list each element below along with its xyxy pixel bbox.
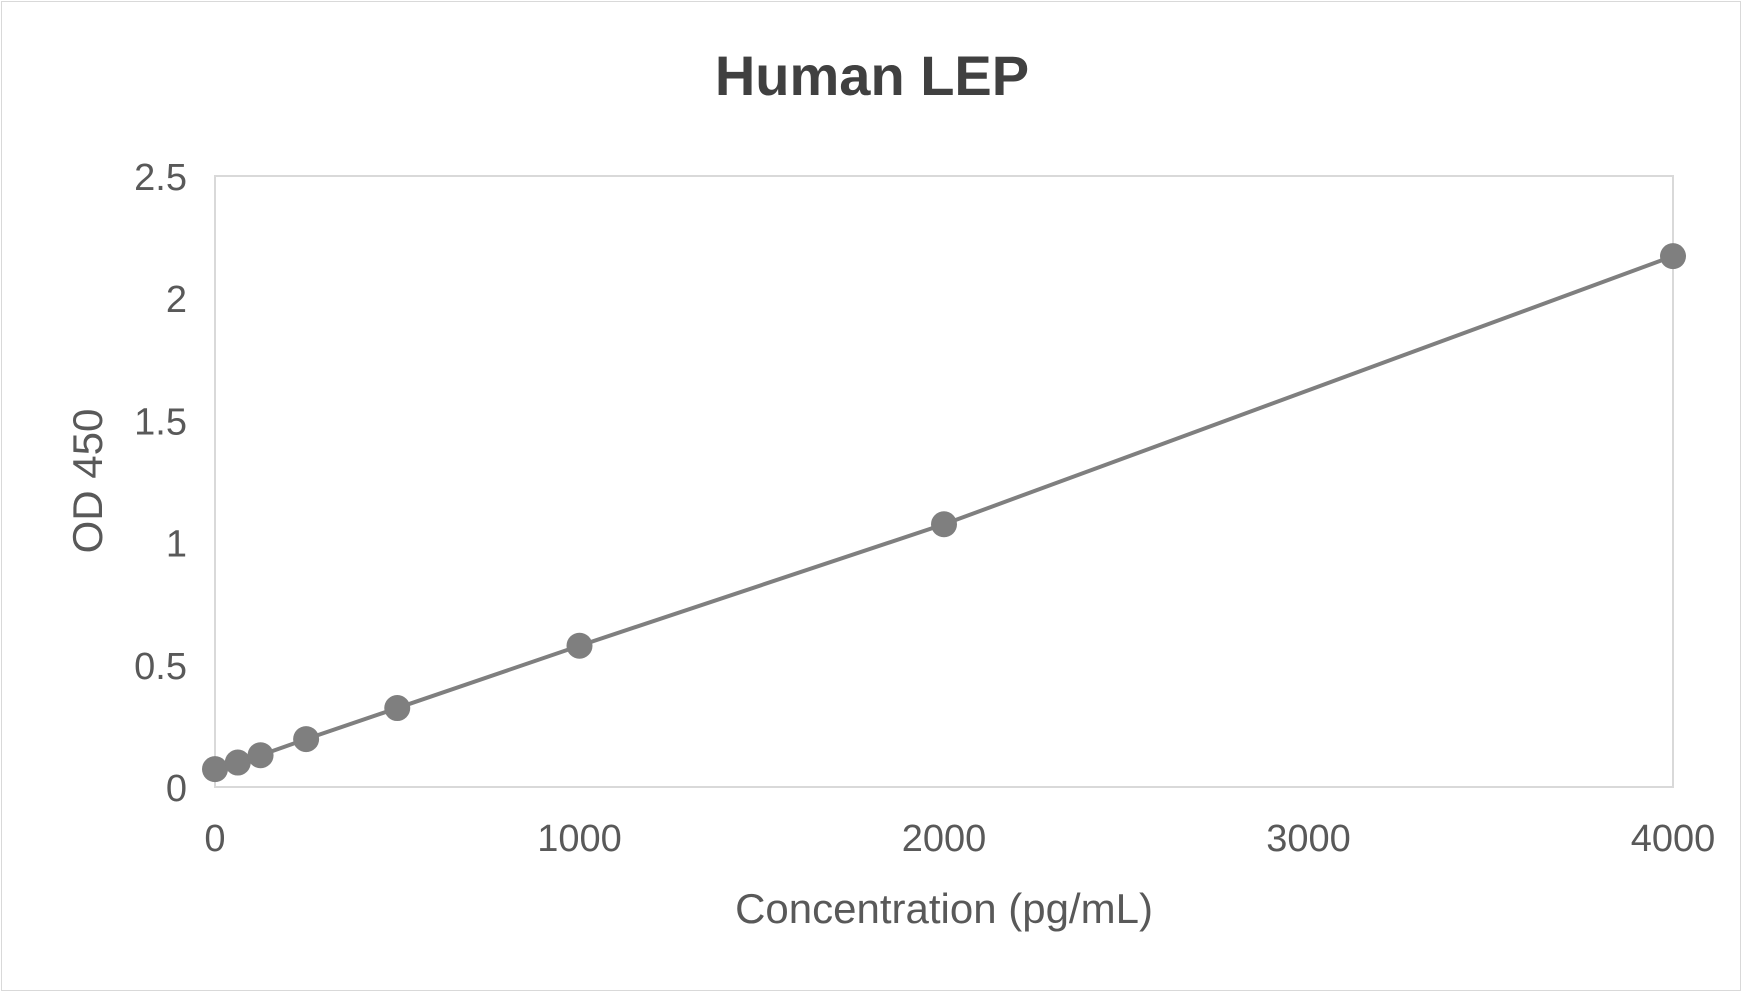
- y-tick-label: 1.5: [134, 401, 187, 443]
- plot-area: [214, 175, 1674, 788]
- y-axis-label: OD 450: [64, 409, 111, 554]
- data-point: [224, 749, 251, 776]
- data-point: [566, 632, 593, 659]
- x-tick-label: 3000: [1266, 818, 1351, 860]
- y-tick-label: 0: [166, 768, 187, 810]
- data-point: [1660, 243, 1686, 270]
- y-tick-label: 2.5: [134, 157, 187, 199]
- x-tick-label: 4000: [1631, 818, 1716, 860]
- data-point: [293, 726, 320, 753]
- data-point: [202, 756, 228, 783]
- data-point: [384, 695, 411, 722]
- y-tick-label: 1: [166, 524, 187, 566]
- data-point: [247, 742, 274, 769]
- x-tick-label: 0: [204, 818, 225, 860]
- y-tick-label: 0.5: [134, 646, 187, 688]
- data-point: [931, 511, 957, 538]
- y-tick-label: 2: [166, 279, 187, 321]
- x-tick-label: 2000: [902, 818, 987, 860]
- chart-title: Human LEP: [715, 44, 1029, 107]
- x-axis-label: Concentration (pg/mL): [735, 885, 1153, 932]
- x-tick-label: 1000: [537, 818, 622, 860]
